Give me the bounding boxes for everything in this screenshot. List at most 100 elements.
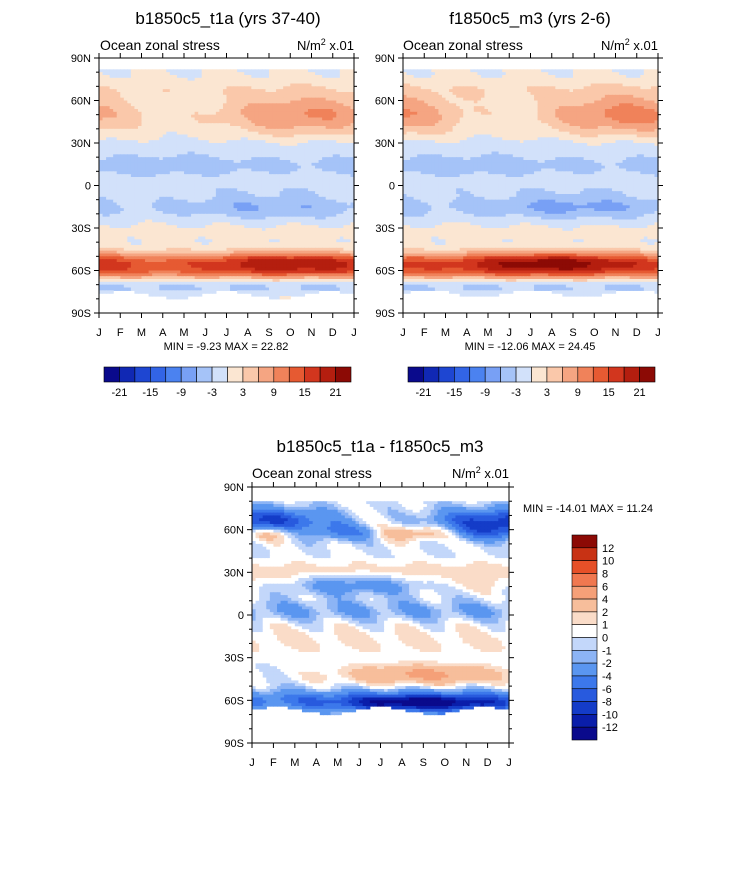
contour-cell [127,222,132,226]
contour-cell [141,120,146,124]
contour-cell [219,94,224,99]
contour-cell [322,100,327,104]
contour-cell [198,94,203,99]
contour-cell [198,196,203,201]
contour-cell [276,128,281,133]
contour-cell [134,134,139,138]
contour-cell [346,228,352,232]
contour-cell [300,123,306,127]
contour-cell [145,100,150,104]
contour-cell [102,259,107,263]
contour-cell [240,86,245,90]
contour-cell [99,171,104,175]
contour-cell [152,250,157,255]
contour-cell [173,77,178,82]
contour-cell [176,222,182,226]
contour-cell [113,171,118,175]
contour-cell [194,77,199,82]
contour-cell [219,89,224,93]
contour-cell [162,134,167,138]
contour-cell [276,256,281,260]
contour-cell [212,86,217,90]
contour-cell [137,194,143,198]
contour-cell [184,230,189,235]
contour-cell [329,131,334,136]
contour-cell [293,171,298,175]
contour-cell [339,253,344,257]
contour-cell [279,89,284,93]
contour-cell [251,97,256,102]
contour-cell [325,80,330,85]
contour-cell [173,216,178,221]
contour-cell [159,157,164,161]
contour-cell [230,239,235,243]
contour-cell [106,128,111,133]
contour-cell [240,171,245,175]
contour-cell [293,222,298,226]
contour-cell [148,80,153,85]
contour-cell [130,247,136,252]
contour-cell [343,80,348,85]
contour-cell [173,194,178,198]
contour-cell [184,219,189,223]
contour-cell [215,154,221,158]
contour-cell [173,89,178,93]
contour-cell [219,233,224,238]
contour-cell [304,128,309,133]
contour-cell [127,106,132,110]
contour-cell [123,86,128,90]
contour-cell [166,239,171,243]
contour-cell [350,239,355,243]
contour-cell [293,160,298,164]
contour-cell [201,219,206,223]
contour-cell [304,148,309,153]
contour-cell [297,219,302,223]
contour-cell [269,225,274,229]
contour-cell [300,253,306,257]
contour-cell [148,264,153,269]
contour-cell [194,185,199,189]
contour-cell [290,89,295,93]
contour-cell [297,242,302,246]
contour-cell [279,123,284,127]
contour-cell [293,72,298,76]
contour-cell [109,264,114,269]
contour-cell [162,89,167,93]
contour-cell [198,97,203,102]
contour-cell [307,77,313,82]
contour-cell [123,179,128,184]
contour-cell [99,145,104,150]
contour-cell [116,128,121,133]
contour-cell [325,106,330,110]
contour-cell [307,97,313,102]
contour-cell [240,148,245,153]
contour-cell [123,194,128,198]
contour-cell [166,171,171,175]
contour-cell [194,160,199,164]
contour-cell [191,86,196,90]
contour-cell [169,185,174,189]
contour-cell [293,262,298,266]
contour-cell [336,109,341,113]
contour-cell [279,69,284,73]
contour-cell [315,256,320,260]
contour-cell [212,160,217,164]
contour-cell [159,242,164,246]
contour-cell [307,222,313,226]
contour-cell [237,75,242,79]
contour-cell [106,94,111,99]
contour-cell [258,145,263,150]
contour-cell [222,143,228,147]
contour-cell [343,211,348,215]
contour-cell [283,208,288,212]
contour-cell [325,233,330,238]
contour-cell [130,134,136,138]
contour-cell [212,72,217,76]
contour-cell [254,140,259,144]
contour-cell [315,191,320,195]
contour-cell [251,157,256,161]
contour-cell [219,128,224,133]
contour-cell [116,225,121,229]
contour-cell [109,194,114,198]
contour-cell [293,208,298,212]
